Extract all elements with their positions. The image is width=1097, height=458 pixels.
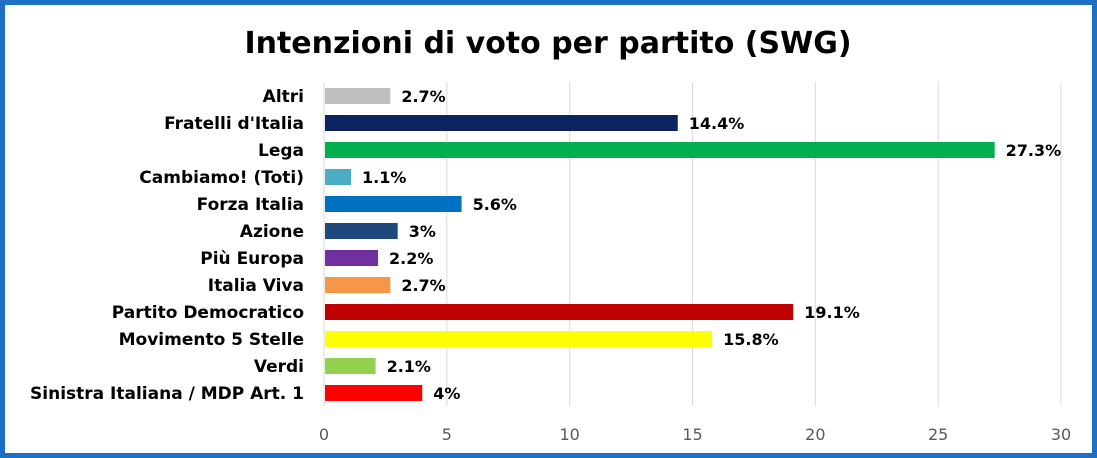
x-tick-label: 0 <box>319 425 329 444</box>
category-label: Cambiamo! (Toti) <box>139 168 304 188</box>
bar <box>325 115 678 131</box>
category-label: Partito Democratico <box>112 303 304 323</box>
data-label: 2.2% <box>389 249 433 268</box>
category-label: Sinistra Italiana / MDP Art. 1 <box>30 384 304 404</box>
x-tick-label: 15 <box>682 425 702 444</box>
data-label: 4% <box>433 384 460 403</box>
data-label: 15.8% <box>723 330 779 349</box>
bar <box>325 358 376 374</box>
chart-title: Intenzioni di voto per partito (SWG) <box>244 26 851 61</box>
category-label: Altri <box>263 87 304 107</box>
category-label: Forza Italia <box>197 195 304 215</box>
data-label: 5.6% <box>473 195 517 214</box>
category-label: Azione <box>240 222 304 242</box>
x-tick-label: 25 <box>928 425 948 444</box>
category-label: Fratelli d'Italia <box>164 114 304 134</box>
data-label: 2.7% <box>401 276 445 295</box>
x-tick-label: 10 <box>559 425 579 444</box>
bar <box>325 88 391 104</box>
bars <box>325 88 995 401</box>
data-label: 27.3% <box>1006 141 1062 160</box>
data-label: 3% <box>409 222 436 241</box>
bar <box>325 277 391 293</box>
category-label: Italia Viva <box>208 276 304 296</box>
bar <box>325 331 713 347</box>
data-label: 2.7% <box>401 87 445 106</box>
category-label: Movimento 5 Stelle <box>119 330 304 350</box>
data-label: 19.1% <box>804 303 860 322</box>
data-label: 2.1% <box>387 357 431 376</box>
x-tick-label: 30 <box>1051 425 1071 444</box>
bar <box>325 385 423 401</box>
value-labels: 2.7% 14.4% 27.3% 1.1% 5.6% 3% 2.2% 2.7% 19.1% 15.… <box>362 87 1061 403</box>
x-tick-label: 5 <box>442 425 452 444</box>
category-labels: Altri Fratelli d'Italia Lega Cambiamo! (Tot… <box>30 87 304 404</box>
x-axis-ticks: 0 5 10 15 20 25 30 <box>319 425 1071 444</box>
category-label: Lega <box>258 141 304 161</box>
bar <box>325 142 995 158</box>
x-tick-label: 20 <box>805 425 825 444</box>
bar <box>325 169 352 185</box>
category-label: Verdi <box>254 357 304 377</box>
data-label: 14.4% <box>689 114 745 133</box>
category-label: Più Europa <box>200 249 304 269</box>
data-label: 1.1% <box>362 168 406 187</box>
bar <box>325 223 398 239</box>
bar <box>325 250 379 266</box>
bar <box>325 196 462 212</box>
gridlines <box>323 82 1062 406</box>
bar <box>325 304 794 320</box>
